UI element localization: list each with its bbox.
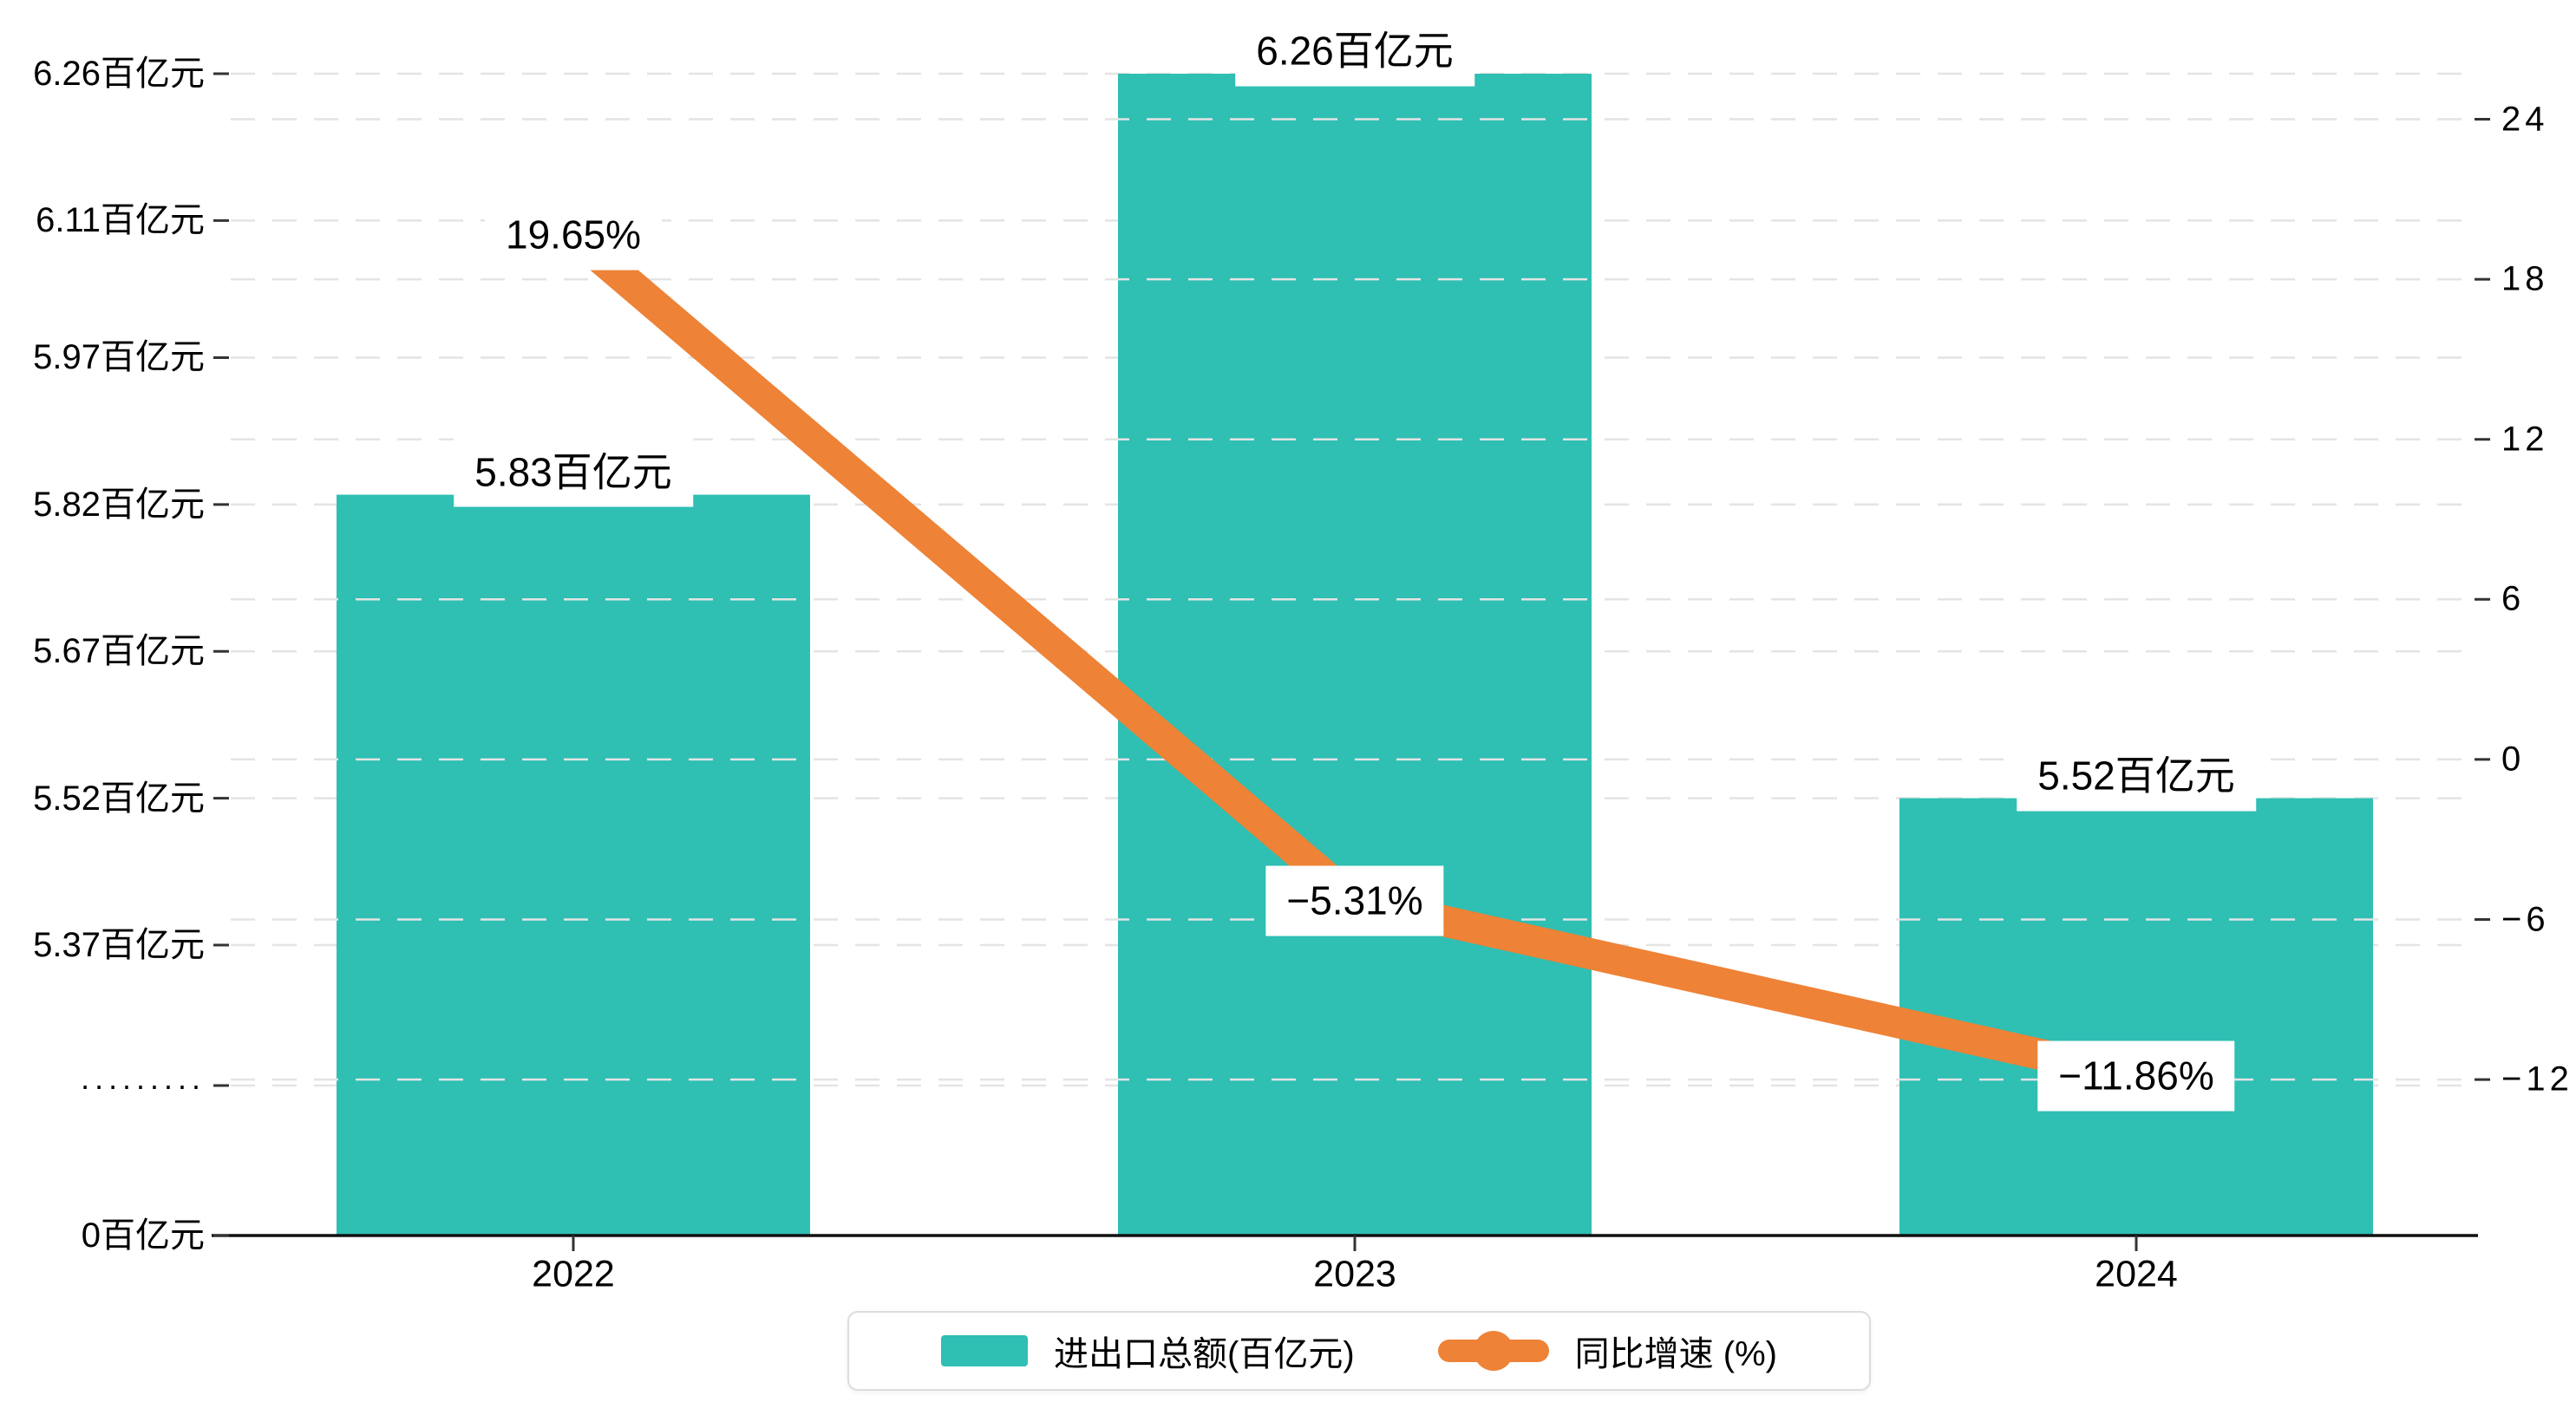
legend-item-yoy-growth[interactable]: 同比增速 (%) bbox=[1437, 1326, 1777, 1376]
x-axis-label-2024[interactable]: 2024 bbox=[2095, 1253, 2178, 1295]
left-axis-tick-label: 5.82百亿元 bbox=[33, 485, 205, 524]
growth-value-label-2024: −11.86% bbox=[2037, 1040, 2235, 1112]
right-axis-tick-label: 0 bbox=[2501, 740, 2526, 779]
left-axis-tick-label: 6.11百亿元 bbox=[36, 201, 205, 240]
left-axis-tick-label: 0百亿元 bbox=[81, 1216, 205, 1255]
legend: 进出口总额(百亿元) 同比增速 (%) bbox=[847, 1311, 1871, 1391]
right-axis-tick-label: 12 bbox=[2501, 420, 2549, 459]
right-axis-tick-label: −6 bbox=[2501, 900, 2550, 938]
line-series-dot-icon bbox=[1473, 1331, 1514, 1371]
legend-item-import-export-total[interactable]: 进出口总额(百亿元) bbox=[941, 1326, 1355, 1376]
right-axis-tick-label: 24 bbox=[2501, 100, 2549, 138]
bar-2023[interactable] bbox=[1118, 74, 1592, 1236]
bar-2022[interactable] bbox=[337, 494, 810, 1236]
left-axis-tick-label: 6.26百亿元 bbox=[33, 55, 205, 93]
bar-value-label-2023: 6.26百亿元 bbox=[1235, 16, 1474, 87]
line-series-marker-icon bbox=[1437, 1331, 1549, 1371]
bar-value-label-2022: 5.83百亿元 bbox=[454, 437, 693, 507]
legend-label-line: 同比增速 (%) bbox=[1574, 1335, 1777, 1373]
growth-value-label-2022: 19.65% bbox=[484, 199, 663, 271]
right-axis-tick-label: −12 bbox=[2501, 1060, 2573, 1099]
left-axis-tick-label: 5.37百亿元 bbox=[33, 926, 205, 964]
right-axis-tick-label: 6 bbox=[2501, 579, 2526, 618]
x-axis-label-2023[interactable]: 2023 bbox=[1313, 1253, 1396, 1295]
bar-value-label-2024: 5.52百亿元 bbox=[2017, 740, 2256, 812]
left-axis-tick-label: ········· bbox=[80, 1067, 205, 1104]
legend-label-bar: 进出口总额(百亿元) bbox=[1054, 1335, 1355, 1373]
growth-value-label-2023: −5.31% bbox=[1265, 865, 1444, 936]
bar-2024[interactable] bbox=[1899, 798, 2373, 1236]
left-axis-tick-label: 5.52百亿元 bbox=[33, 779, 205, 818]
left-axis-tick-label: 5.67百亿元 bbox=[33, 632, 205, 671]
left-axis-tick-label: 5.97百亿元 bbox=[33, 338, 205, 377]
x-axis-label-2022[interactable]: 2022 bbox=[532, 1253, 615, 1295]
right-axis-tick-label: 18 bbox=[2501, 259, 2549, 298]
bar-series-swatch-icon bbox=[941, 1335, 1029, 1366]
